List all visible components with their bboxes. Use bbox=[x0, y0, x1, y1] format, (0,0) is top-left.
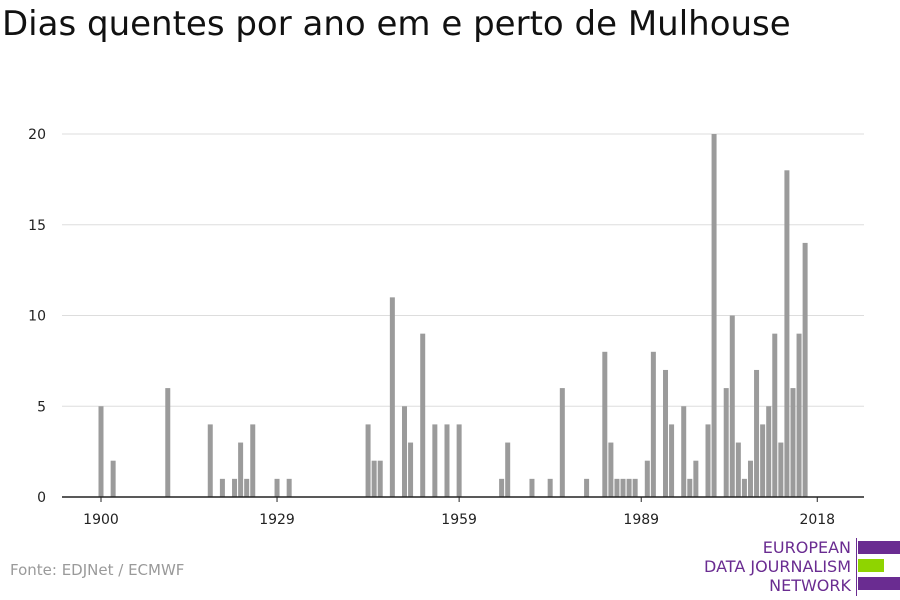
logo-line-1: EUROPEAN bbox=[762, 538, 851, 557]
bar bbox=[681, 406, 687, 497]
y-tick-label: 10 bbox=[28, 309, 46, 325]
bar bbox=[286, 478, 292, 497]
bar bbox=[772, 333, 778, 497]
bar bbox=[389, 297, 395, 497]
y-tick-label: 5 bbox=[37, 399, 46, 415]
bar bbox=[687, 478, 693, 497]
x-tick-label: 1989 bbox=[623, 512, 659, 528]
tick-labels: 0 5 10 15 20 1900 1929 1959 1989 2018 bbox=[28, 127, 835, 528]
bar bbox=[238, 442, 244, 497]
logo-divider bbox=[856, 538, 857, 596]
bar bbox=[402, 406, 407, 497]
bar bbox=[723, 388, 729, 497]
bar bbox=[377, 460, 383, 497]
logo-bar-bottom bbox=[858, 577, 900, 590]
edjnet-logo: EUROPEAN DATA JOURNALISM NETWORK bbox=[700, 538, 900, 596]
bar bbox=[711, 134, 717, 497]
chart-title: Dias quentes por ano em e perto de Mulho… bbox=[2, 4, 791, 44]
bar bbox=[669, 424, 675, 497]
bar bbox=[250, 424, 256, 497]
bar bbox=[207, 424, 213, 497]
bar bbox=[790, 388, 796, 497]
bar bbox=[632, 478, 638, 497]
x-tick-label: 1929 bbox=[259, 512, 295, 528]
bar bbox=[499, 478, 505, 497]
bar bbox=[165, 388, 171, 497]
bar bbox=[620, 478, 626, 497]
x-tick-label: 1900 bbox=[83, 512, 119, 528]
bar bbox=[741, 478, 747, 497]
grid-lines bbox=[62, 133, 864, 407]
source-note: Fonte: EDJNet / ECMWF bbox=[10, 561, 185, 579]
bar bbox=[219, 478, 225, 497]
bar bbox=[729, 315, 735, 497]
bar bbox=[232, 478, 238, 497]
bar bbox=[432, 424, 438, 497]
chart: 0 5 10 15 20 1900 1929 1959 1989 2018 bbox=[28, 127, 864, 528]
bars bbox=[98, 134, 808, 498]
logo-line-2: DATA JOURNALISM bbox=[704, 557, 851, 576]
bar bbox=[456, 424, 462, 497]
bar bbox=[98, 406, 104, 497]
bar bbox=[274, 478, 280, 497]
bar bbox=[754, 369, 760, 497]
bar bbox=[529, 478, 535, 497]
bar bbox=[626, 478, 632, 497]
bar bbox=[784, 170, 790, 498]
bar bbox=[547, 478, 553, 497]
bar bbox=[505, 442, 511, 497]
bar bbox=[663, 369, 669, 497]
bar bbox=[650, 351, 656, 497]
bar bbox=[110, 460, 116, 497]
bar bbox=[559, 388, 565, 497]
x-tick-label: 2018 bbox=[799, 512, 835, 528]
y-tick-label: 20 bbox=[28, 127, 46, 143]
bar bbox=[766, 406, 772, 497]
bar bbox=[693, 460, 699, 497]
bar bbox=[778, 442, 784, 497]
bar bbox=[705, 424, 711, 497]
bar bbox=[444, 424, 450, 497]
logo-line-3: NETWORK bbox=[769, 576, 851, 595]
bar bbox=[802, 242, 808, 497]
y-tick-label: 0 bbox=[37, 490, 46, 506]
bar bbox=[420, 333, 426, 497]
bar bbox=[602, 351, 608, 497]
bar bbox=[365, 424, 371, 497]
logo-bar-top bbox=[858, 541, 900, 554]
bar bbox=[371, 460, 377, 497]
bar bbox=[796, 333, 802, 497]
y-tick-label: 15 bbox=[28, 218, 46, 234]
bar bbox=[244, 478, 250, 497]
bar bbox=[760, 424, 766, 497]
x-tick-label: 1959 bbox=[441, 512, 477, 528]
bar bbox=[747, 460, 753, 497]
bar bbox=[735, 442, 741, 497]
bar bbox=[644, 460, 650, 497]
bar bbox=[608, 442, 614, 497]
axes bbox=[62, 496, 864, 502]
bar bbox=[584, 478, 590, 497]
bar bbox=[408, 442, 414, 497]
bar bbox=[614, 478, 620, 497]
logo-bar-middle bbox=[858, 559, 884, 572]
